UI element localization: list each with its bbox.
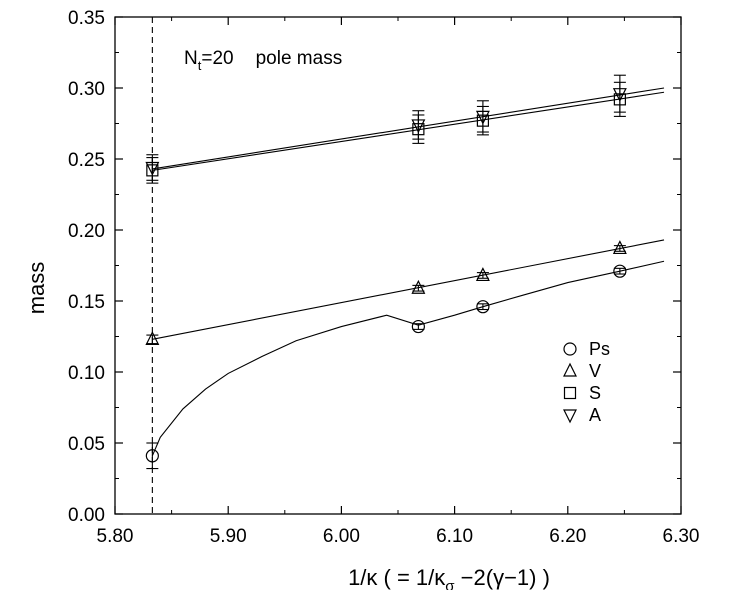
- fit-line-s: [152, 91, 665, 171]
- annotation-prefix: N: [184, 48, 198, 69]
- plot-area: [145, 17, 665, 514]
- data-point-a: [475, 110, 490, 125]
- axes: 5.80 5.90 6.00 6.10 6.20 6.30 0.00 0.05 0.10 0.15…: [68, 8, 699, 547]
- x-axis-label-main: 1/κ ( = 1/κ: [348, 565, 446, 590]
- y-axis-label: mass: [24, 262, 49, 315]
- legend-label-v: V: [589, 361, 601, 381]
- legend-marker-v: [563, 362, 577, 377]
- y-tick-label: 0.15: [68, 292, 105, 313]
- x-tick-label: 5.90: [210, 526, 247, 547]
- x-axis-label-sub: σ: [445, 578, 455, 590]
- y-tick-label: 0.25: [68, 150, 105, 171]
- data-point-ps: [613, 264, 627, 278]
- data-point-a: [612, 88, 627, 103]
- data-point-v: [475, 267, 490, 282]
- y-tick-label: 0.35: [68, 8, 105, 29]
- legend-label-ps: Ps: [589, 339, 610, 359]
- data-point-v: [145, 330, 160, 345]
- x-tick-label: 6.30: [663, 526, 700, 547]
- data-point-a: [411, 119, 426, 134]
- y-tick-label: 0.00: [68, 505, 105, 526]
- data-point-ps: [145, 449, 159, 463]
- data-point-a: [145, 161, 160, 176]
- x-tick-label: 6.10: [436, 526, 473, 547]
- legend-marker-a: [563, 409, 577, 424]
- y-tick-label: 0.10: [68, 363, 105, 384]
- fit-line-a: [152, 87, 665, 170]
- x-axis-label-rest: −2(γ−1) ): [455, 565, 550, 590]
- data-point-ps: [476, 300, 490, 314]
- legend-label-s: S: [589, 383, 601, 403]
- y-tick-label: 0.30: [68, 79, 105, 100]
- y-tick-label: 0.05: [68, 434, 105, 455]
- legend-marker-ps: [563, 342, 577, 356]
- legend-marker-s: [563, 386, 577, 400]
- x-tick-label: 6.00: [323, 526, 360, 547]
- x-tick-label: 5.80: [97, 526, 134, 547]
- annotation-subscript: t: [198, 58, 202, 73]
- data-point-v: [411, 279, 426, 294]
- fit-line-v: [152, 239, 665, 340]
- data-point-v: [612, 240, 627, 255]
- annotation-value: =20: [201, 48, 233, 69]
- y-tick-label: 0.20: [68, 221, 105, 242]
- legend-label-a: A: [589, 405, 601, 425]
- data-point-ps: [411, 319, 425, 334]
- annotation-suffix: pole mass: [256, 48, 343, 69]
- fit-line-ps: [151, 260, 665, 456]
- x-axis-label: 1/κ ( = 1/κσ −2(γ−1) ): [348, 565, 550, 590]
- plot-frame: [114, 16, 682, 515]
- x-tick-label: 6.20: [549, 526, 586, 547]
- chart-annotation: Nt=20 pole mass: [184, 48, 342, 73]
